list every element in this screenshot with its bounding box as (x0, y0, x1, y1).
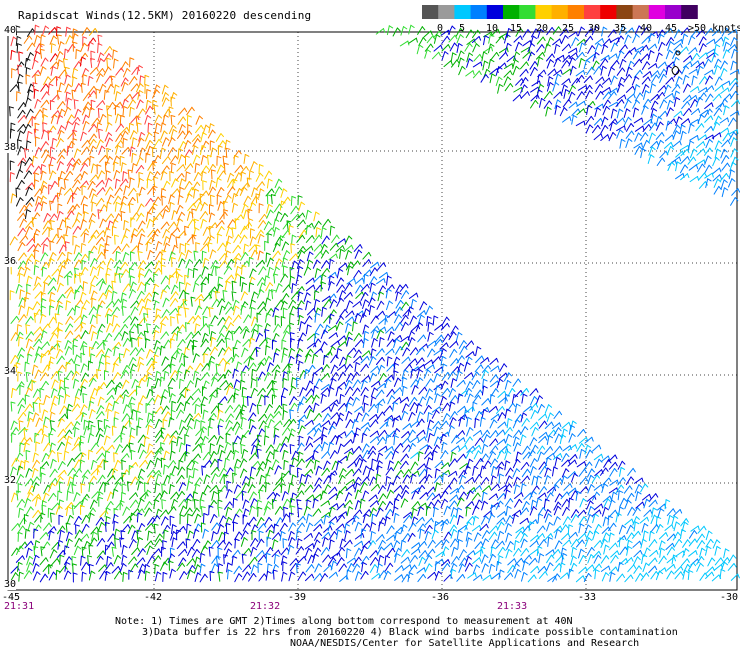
legend-swatch-8 (551, 5, 569, 19)
lat-label-38: 38 (4, 142, 17, 153)
lat-label-32: 32 (4, 475, 17, 486)
lat-label-40: 40 (4, 25, 17, 36)
legend-label-10: >50 knots (688, 23, 740, 34)
note-line-3: NOAA/NESDIS/Center for Satellite Applica… (290, 638, 640, 649)
legend-swatch-1 (438, 5, 455, 19)
map-frame (7, 31, 738, 591)
legend-label-8: 40 (640, 23, 652, 34)
legend-label-7: 35 (614, 23, 626, 34)
legend-label-4: 20 (536, 23, 548, 34)
legend-swatch-2 (454, 5, 471, 19)
lat-label-30: 30 (4, 579, 17, 590)
legend-swatch-0 (422, 5, 439, 19)
lat-label-34: 34 (4, 366, 17, 377)
note-line-2: 3)Data buffer is 22 hrs from 20160220 4)… (142, 627, 678, 638)
lon-label-minus36: -36 (431, 592, 450, 603)
map-title: Rapidscat Winds(12.5KM) 20160220 descend… (18, 9, 312, 22)
legend-swatch-3 (470, 5, 488, 19)
legend-swatch-5 (503, 5, 520, 19)
time-label-2133: 21:33 (497, 601, 528, 612)
wind-speed-legend: 0 5 10 15 20 25 30 35 40 45 >50 knots (422, 5, 740, 34)
legend-swatch-15 (665, 5, 682, 19)
lat-label-36: 36 (4, 256, 17, 267)
lon-label-minus39: -39 (288, 592, 307, 603)
legend-label-5: 25 (562, 23, 574, 34)
time-label-2132: 21:32 (250, 601, 281, 612)
time-label-2131: 21:31 (4, 601, 35, 612)
legend-swatch-14 (648, 5, 666, 19)
legend-label-9: 45 (665, 23, 677, 34)
legend-swatch-7 (535, 5, 552, 19)
legend-label-6: 30 (588, 23, 600, 34)
legend-swatch-9 (567, 5, 585, 19)
lon-label-minus42: -42 (144, 592, 163, 603)
wind-barbs (9, 24, 740, 583)
legend-swatch-10 (584, 5, 601, 19)
note-line-1: Note: 1) Times are GMT 2)Times along bot… (115, 616, 573, 627)
legend-swatch-6 (519, 5, 536, 19)
legend-swatch-16 (681, 5, 698, 19)
legend-label-1: 5 (459, 23, 465, 34)
legend-swatch-4 (486, 5, 504, 19)
lon-label-minus45: -45 (2, 592, 21, 603)
lon-label-minus33: -33 (578, 592, 597, 603)
lon-label-minus30: -30 (720, 592, 739, 603)
legend-label-2: 10 (486, 23, 498, 34)
legend-swatch-11 (600, 5, 617, 19)
island-outlines (671, 50, 681, 75)
legend-swatch-12 (616, 5, 633, 19)
legend-label-0: 0 (437, 23, 443, 34)
legend-swatch-13 (632, 5, 650, 19)
legend-label-3: 15 (510, 23, 522, 34)
